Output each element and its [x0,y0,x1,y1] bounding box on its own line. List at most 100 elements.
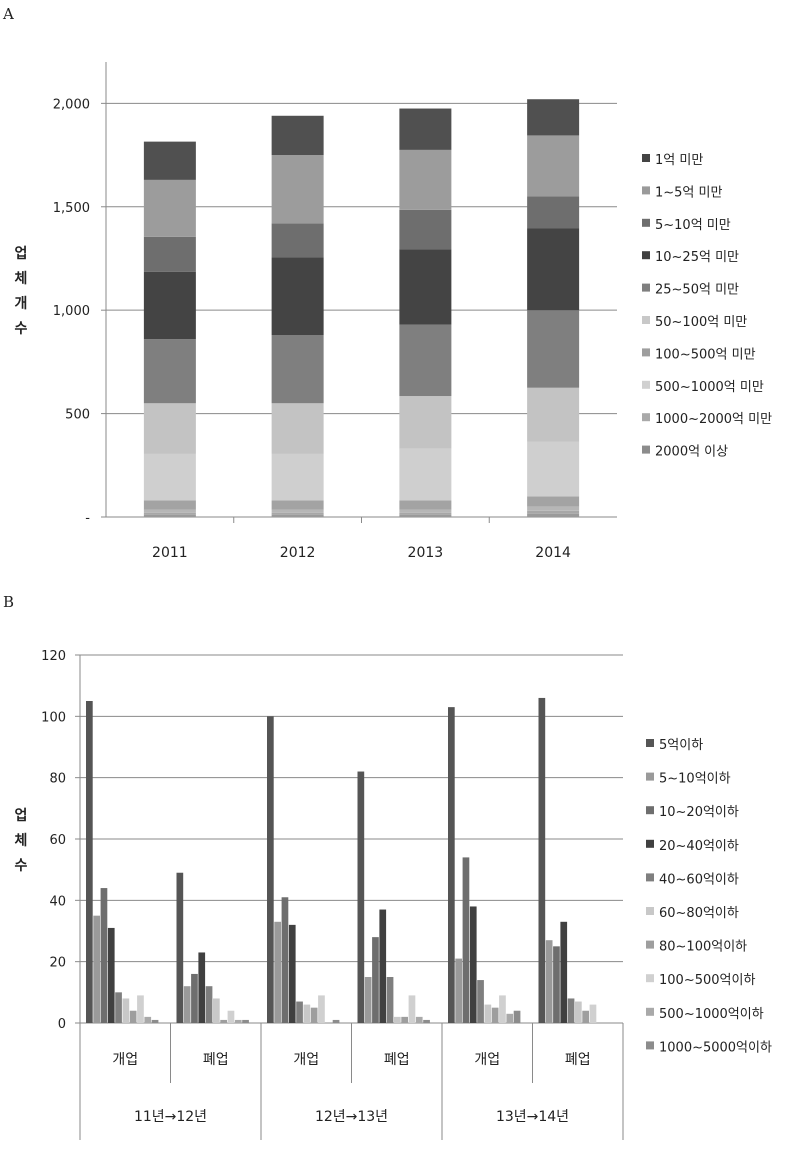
y-tick-label-b: 100 [41,710,66,725]
bar-a-segment [271,514,324,517]
x-group-label-b: 12년→13년 [315,1109,388,1125]
bar-b [220,1019,227,1023]
bar-b [401,1016,408,1023]
x-tick-label-a: 2014 [535,545,571,561]
y-tick-label-a: 2,000 [53,97,90,112]
legend-swatch-a [642,154,650,162]
bar-b [86,701,93,1023]
bar-a-segment [399,249,452,325]
y-tick-label-b: 120 [41,649,66,664]
bar-a-segment [271,155,324,224]
bar-b [455,958,462,1023]
legend-label-a: 5~10억 미만 [655,218,731,233]
bar-a-segment [527,506,580,511]
bar-b [477,980,484,1023]
bar-b [484,1004,492,1023]
x-group-label-b: 11년→12년 [134,1109,207,1125]
bar-b [499,995,506,1023]
bar-b [332,1019,340,1023]
bar-b [100,888,108,1023]
x-category-label-b: 폐업 [565,1052,591,1068]
legend-label-a: 1~5억 미만 [655,185,722,200]
panel-label-b: B [3,593,14,611]
legend-swatch-b [646,873,654,882]
y-tick-label-b: 60 [49,833,66,848]
bar-b [227,1010,235,1023]
legend-label-b: 10~20억이하 [659,805,739,820]
legend-swatch-a [642,413,650,422]
legend-label-a: 1억 미만 [655,153,703,168]
bar-b [357,771,365,1023]
y-tick-label-a: 1,500 [53,201,90,216]
bar-a-segment [143,271,196,340]
y-tick-label-b: 0 [58,1017,66,1032]
bar-b [205,986,213,1023]
legend-label-b: 40~60억이하 [659,872,739,887]
legend-swatch-b [646,739,654,747]
bar-a-segment [143,453,196,501]
legend-label-b: 20~40억이하 [659,839,739,854]
bar-b [198,952,206,1023]
bar-a-segment [399,500,452,510]
bar-b [107,927,115,1023]
y-tick-label-b: 20 [49,956,66,971]
bar-a-segment [271,257,324,335]
bar-b [506,1013,514,1023]
bar-b [288,924,296,1023]
bar-b [589,1004,597,1023]
bar-b [183,986,191,1023]
bar-b [115,992,122,1023]
bar-b [267,716,274,1023]
bar-a-segment [271,512,324,515]
bar-a-segment [527,196,580,229]
bar-a-segment [527,510,580,514]
bar-b [545,940,553,1023]
legend-swatch-b [646,806,654,815]
bar-b [242,1019,249,1023]
x-category-label-b: 개업 [112,1052,138,1068]
bar-a-segment [399,149,452,210]
bar-a-segment [527,513,580,517]
bar-b [408,995,416,1023]
bar-a-segment [399,512,452,515]
bar-a-segment [271,403,324,454]
legend-swatch-a [642,218,650,227]
bar-a-segment [143,403,196,454]
bar-b [364,977,372,1023]
bar-a-segment [527,228,580,311]
legend-swatch-a [642,251,650,260]
bar-b [303,1004,311,1023]
bar-b [469,906,477,1023]
y-tick-label-a: 1,000 [53,304,90,319]
bar-a-segment [271,223,324,258]
bar-b [567,998,575,1023]
x-category-label-b: 폐업 [384,1052,410,1068]
bar-b [394,1016,401,1023]
bar-a-segment [399,514,452,517]
bar-b [137,995,144,1023]
x-tick-label-a: 2013 [408,545,444,561]
bar-a-segment [143,514,196,517]
x-tick-label-a: 2012 [280,545,316,561]
bar-b [560,921,568,1023]
bar-b [213,998,220,1023]
bar-b [191,973,198,1023]
x-category-label-b: 폐업 [203,1052,229,1068]
bar-a-segment [527,441,580,497]
legend-label-b: 1000~5000억이하 [659,1040,772,1055]
bar-b [281,897,289,1023]
y-axis-label-b: 업 [15,808,28,824]
y-tick-label-a: 500 [65,408,90,423]
bar-b [462,857,470,1023]
y-tick-label-a: - [85,511,90,526]
bar-a-segment [143,179,196,237]
y-tick-label-b: 80 [49,772,66,787]
bar-b [129,1010,137,1023]
bar-a-segment [143,509,196,513]
bar-a-segment [527,496,580,507]
bar-b [513,1010,521,1023]
bar-b [553,946,560,1023]
legend-swatch-b [646,839,654,848]
legend-swatch-a [642,445,650,454]
bar-a-segment [271,335,324,404]
